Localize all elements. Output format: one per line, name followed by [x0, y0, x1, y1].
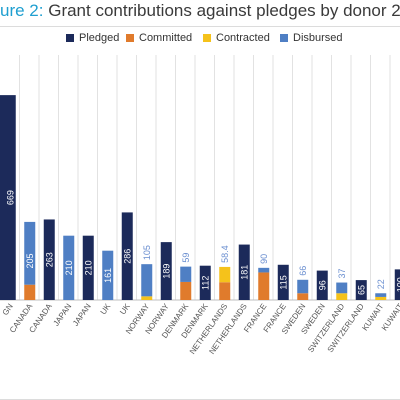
chart-title-text: Grant contributions against pledges by d…: [48, 1, 400, 20]
bar-disbursed: [141, 264, 153, 297]
legend-item-committed: Committed: [126, 32, 192, 44]
chart-legend: Pledged Committed Contracted Disbursed: [0, 31, 400, 47]
bar-pledged: [199, 265, 211, 300]
data-label: 96: [317, 280, 327, 290]
bar-disbursed: [24, 221, 36, 285]
bar-pledged: [82, 235, 94, 300]
bar-pledged: [394, 269, 400, 300]
bar-committed: [258, 272, 270, 300]
bar-disbursed: [297, 279, 309, 294]
data-label: 161: [103, 268, 113, 283]
legend-label-pledged: Pledged: [79, 32, 120, 44]
legend-swatch-committed: [126, 34, 134, 42]
figure-number: ure 2:: [0, 1, 44, 20]
bar-pledged: [0, 95, 16, 301]
data-label: 65: [356, 285, 366, 295]
bar-committed: [219, 282, 231, 300]
bar-pledged: [355, 280, 367, 300]
bar-disbursed: [63, 235, 75, 300]
data-label: 22: [376, 279, 386, 289]
x-tick-label: JAPAN: [71, 302, 93, 328]
bar-committed: [297, 293, 309, 300]
legend-swatch-pledged: [66, 34, 74, 42]
legend-label-contracted: Contracted: [216, 32, 270, 44]
legend-swatch-contracted: [203, 34, 211, 42]
bar-pledged: [121, 212, 133, 300]
data-label: 205: [25, 253, 35, 268]
bar-pledged: [316, 270, 328, 300]
data-label: 37: [337, 269, 347, 279]
x-tick-label: JAPAN: [52, 302, 74, 328]
data-label: 210: [64, 260, 74, 275]
data-label: 210: [83, 260, 93, 275]
data-label: 66: [298, 266, 308, 276]
data-label: 181: [239, 265, 249, 280]
x-tick-label: UK: [99, 301, 113, 316]
x-tick-label: GN: [1, 302, 15, 317]
data-label: 286: [122, 249, 132, 264]
bar-disbursed: [180, 266, 192, 282]
legend-item-pledged: Pledged: [66, 32, 119, 44]
data-label: 90: [259, 254, 269, 264]
bar-disbursed: [258, 267, 270, 273]
bar-pledged: [238, 244, 250, 300]
data-label: 263: [44, 252, 54, 267]
bar-disbursed: [102, 250, 114, 300]
bar-contracted: [141, 296, 153, 300]
data-label: 105: [142, 245, 152, 260]
bar-contracted: [219, 266, 231, 283]
bar-pledged: [277, 264, 289, 300]
bar-contracted: [336, 293, 348, 300]
bar-disbursed: [336, 282, 348, 294]
data-label: 58.4: [220, 245, 230, 263]
data-label: 100: [395, 277, 400, 292]
bar-committed: [180, 281, 192, 300]
data-label: 59: [181, 253, 191, 263]
data-label: 669: [5, 190, 15, 205]
bar-pledged: [43, 219, 55, 300]
legend-item-contracted: Contracted: [203, 32, 270, 44]
x-tick-label: UK: [118, 301, 132, 316]
legend-swatch-disbursed: [280, 34, 288, 42]
legend-label-committed: Committed: [139, 32, 193, 44]
legend-label-disbursed: Disbursed: [293, 32, 343, 44]
legend-item-disbursed: Disbursed: [280, 32, 343, 44]
data-label: 115: [278, 275, 288, 289]
data-label: 112: [200, 276, 210, 290]
bar-committed: [24, 284, 36, 300]
data-label: 189: [161, 264, 171, 279]
bar-disbursed: [375, 293, 387, 297]
chart-title: ure 2: Grant contributions against pledg…: [0, 0, 400, 26]
bar-contracted: [375, 296, 387, 300]
bar-pledged: [160, 242, 172, 300]
